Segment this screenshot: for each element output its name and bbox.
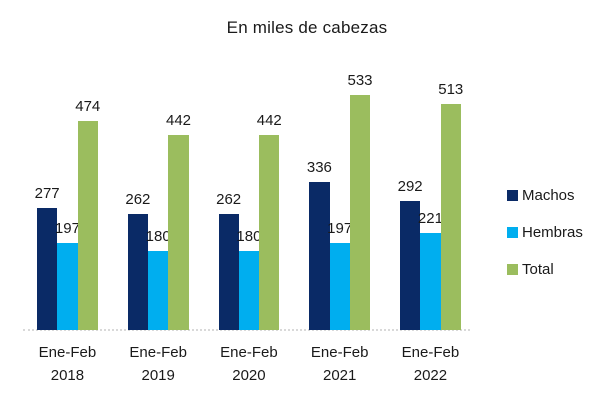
data-label-machos: 262 bbox=[125, 191, 151, 209]
data-label-hembras: 180 bbox=[145, 227, 171, 245]
data-label-machos: 292 bbox=[397, 178, 423, 196]
bar-hembras bbox=[238, 250, 260, 330]
data-label-machos: 336 bbox=[306, 158, 332, 176]
x-axis-label: Ene-Feb 2018 bbox=[38, 344, 97, 384]
legend-label: Machos bbox=[522, 187, 575, 204]
legend-item-total: Total bbox=[507, 251, 583, 288]
data-label-total: 442 bbox=[256, 112, 282, 130]
data-label-total: 533 bbox=[347, 71, 373, 89]
bar-total bbox=[349, 94, 371, 330]
legend-swatch-icon bbox=[507, 264, 518, 275]
bar-total bbox=[259, 135, 280, 330]
bar-total bbox=[77, 120, 98, 330]
bar-hembras bbox=[329, 243, 350, 330]
legend: Machos Hembras Total bbox=[507, 177, 583, 288]
bar-machos bbox=[127, 214, 149, 330]
data-label-machos: 262 bbox=[216, 191, 242, 209]
x-axis-label: Ene-Feb 2021 bbox=[310, 344, 369, 384]
data-label-hembras: 180 bbox=[236, 227, 262, 245]
legend-label: Hembras bbox=[522, 224, 583, 241]
bar-hembras bbox=[148, 250, 169, 330]
bar-total bbox=[440, 103, 461, 330]
bar-hembras bbox=[57, 243, 78, 330]
bar-machos bbox=[218, 214, 239, 330]
data-label-hembras: 197 bbox=[327, 220, 353, 238]
x-axis-label: Ene-Feb 2019 bbox=[129, 344, 187, 384]
x-axis-line bbox=[23, 329, 470, 331]
data-label-total: 442 bbox=[165, 112, 192, 130]
chart-title: En miles de cabezas bbox=[226, 18, 388, 37]
legend-label: Total bbox=[522, 261, 554, 278]
legend-swatch-icon bbox=[507, 227, 518, 238]
x-axis-label: Ene-Feb 2022 bbox=[401, 344, 460, 384]
bar-machos bbox=[400, 201, 421, 330]
data-label-machos: 277 bbox=[34, 184, 60, 202]
legend-item-machos: Machos bbox=[507, 177, 583, 214]
data-label-hembras: 197 bbox=[54, 220, 80, 238]
bar-hembras bbox=[420, 232, 441, 330]
legend-swatch-icon bbox=[507, 190, 518, 201]
legend-item-hembras: Hembras bbox=[507, 214, 583, 251]
data-label-hembras: 221 bbox=[417, 209, 443, 227]
data-label-total: 474 bbox=[75, 97, 101, 115]
x-axis-label: Ene-Feb 2020 bbox=[220, 344, 278, 384]
bar-total bbox=[168, 135, 189, 330]
data-label-total: 513 bbox=[438, 80, 464, 98]
bar-machos bbox=[37, 207, 58, 330]
bar-machos bbox=[309, 181, 330, 330]
